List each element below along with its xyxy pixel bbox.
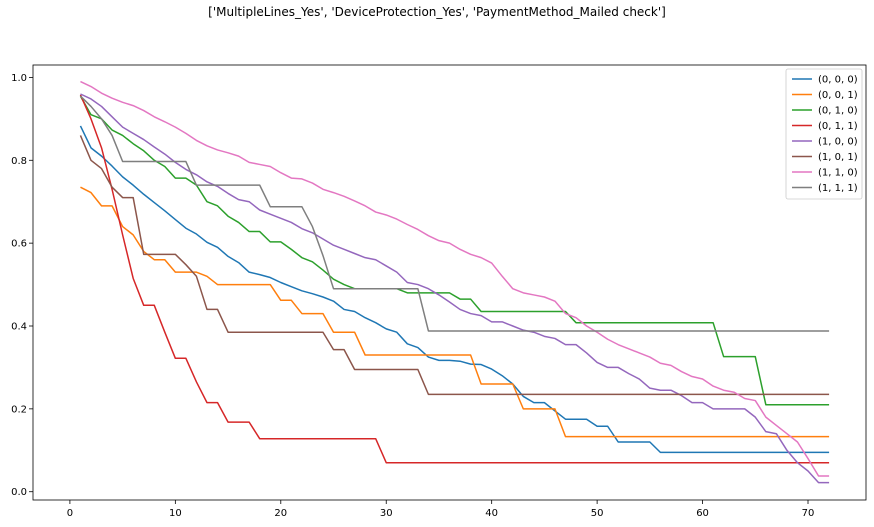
x-axis: 0 10 20 30 40 50 60 70 — [67, 500, 815, 519]
x-tick-label: 50 — [591, 508, 604, 519]
legend-label: (1, 1, 1) — [818, 183, 858, 194]
x-tick-label: 30 — [380, 508, 393, 519]
series-line-2 — [79, 95, 830, 406]
y-tick-label: 1.0 — [11, 73, 27, 84]
legend-label: (0, 0, 0) — [818, 75, 858, 86]
series-line-3 — [79, 94, 830, 464]
legend-label: (1, 0, 1) — [818, 152, 858, 163]
plot-area — [32, 64, 867, 501]
y-axis: 0.0 0.2 0.4 0.6 0.8 1.0 — [11, 73, 33, 498]
x-tick-label: 10 — [169, 508, 182, 519]
legend-label: (1, 1, 0) — [818, 168, 858, 179]
x-tick-label: 40 — [485, 508, 498, 519]
y-tick-label: 0.4 — [11, 322, 27, 333]
x-tick-label: 70 — [802, 508, 815, 519]
series-line-4 — [80, 93, 830, 484]
plot-frame — [32, 64, 867, 501]
series-line-5 — [79, 135, 830, 396]
legend-frame — [785, 68, 863, 200]
y-tick-label: 0.2 — [11, 404, 27, 415]
x-tick-label: 20 — [274, 508, 287, 519]
legend: (0, 0, 0) (0, 0, 1) (0, 1, 0) (0, 1, 1) (1, … — [785, 68, 863, 200]
x-tick-label: 0 — [67, 508, 73, 519]
y-tick-label: 0.0 — [11, 487, 27, 498]
series-line-7 — [79, 95, 830, 332]
series-line-6 — [80, 80, 830, 477]
legend-label: (0, 1, 0) — [818, 106, 858, 117]
legend-label: (0, 0, 1) — [818, 90, 858, 101]
series-line-0 — [79, 125, 830, 454]
legend-label: (0, 1, 1) — [818, 121, 858, 132]
chart-title: ['MultipleLines_Yes', 'DeviceProtection_… — [208, 5, 666, 19]
y-tick-label: 0.8 — [11, 156, 27, 167]
legend-label: (1, 0, 0) — [818, 137, 858, 148]
series-group — [79, 80, 830, 484]
x-tick-label: 60 — [696, 508, 709, 519]
y-tick-label: 0.6 — [11, 239, 27, 250]
series-line-1 — [80, 186, 830, 438]
